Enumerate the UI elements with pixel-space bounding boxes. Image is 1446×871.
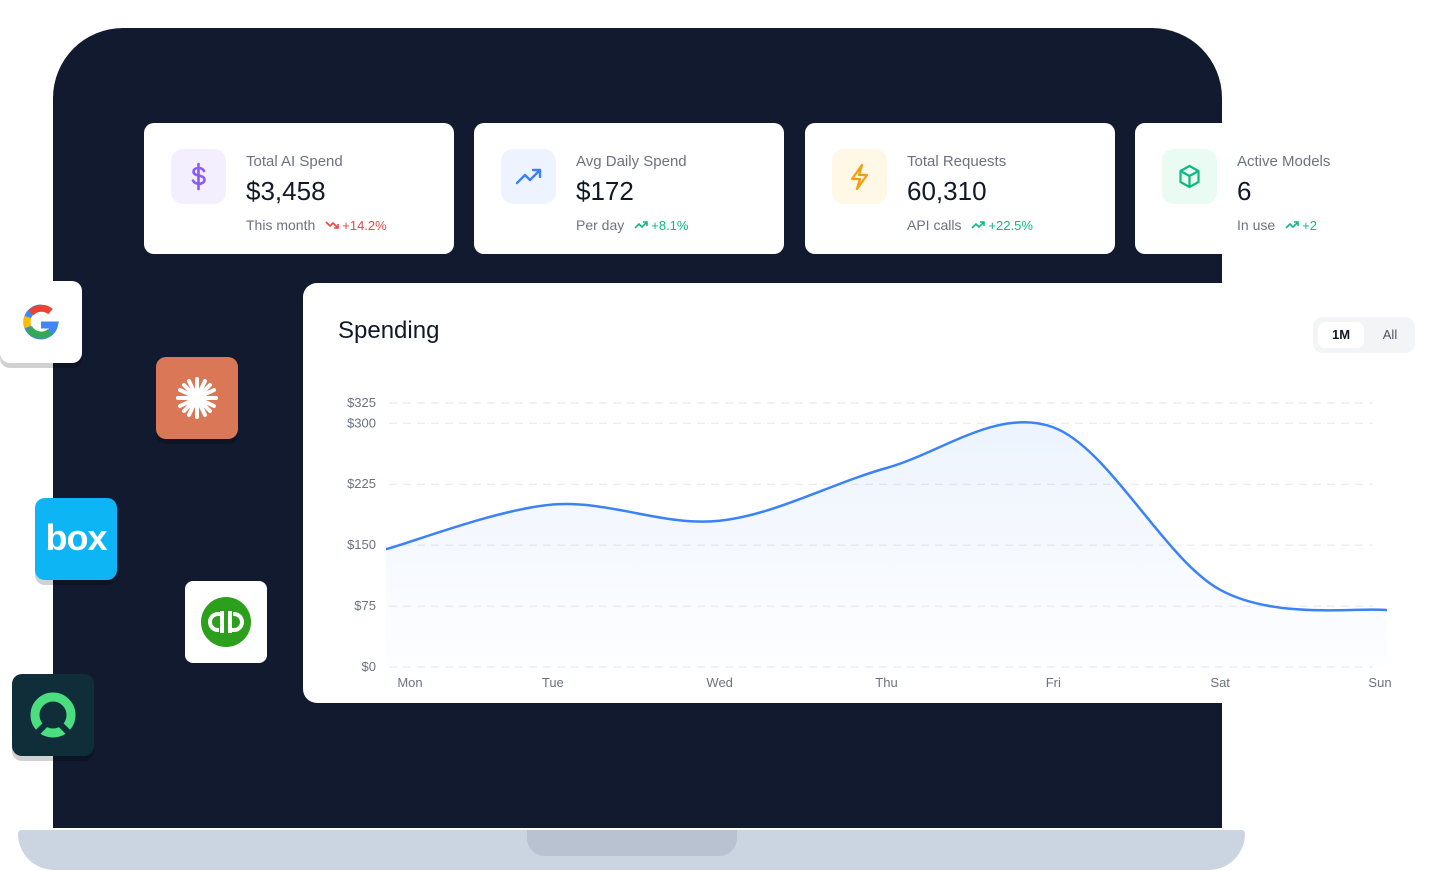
icon [832, 149, 887, 204]
card-value: $172 [576, 176, 634, 206]
change: +22.5% [971, 217, 1033, 233]
toggle-option[interactable]: 1M [1318, 322, 1364, 348]
card-sub-text: In use [1237, 217, 1276, 233]
change-text: +8.1% [651, 217, 689, 233]
y-tick-label: $325 [347, 395, 376, 410]
card-sub-text: This month [246, 217, 316, 233]
quickbooks-logo [185, 581, 267, 663]
card-label: Active Models [1237, 153, 1331, 170]
toggle-option[interactable]: All [1382, 327, 1398, 342]
card-value: 6 [1237, 176, 1252, 206]
card-sub: This month +14.2% [246, 217, 387, 233]
y-tick-label: $150 [347, 537, 376, 552]
icon [501, 149, 556, 204]
chart-title: Spending [338, 317, 439, 344]
laptop-notch [527, 830, 737, 856]
y-tick-label: $75 [354, 598, 376, 613]
card-label: Total AI Spend [246, 153, 343, 170]
claude-logo [156, 357, 238, 439]
change: +2 [1285, 218, 1317, 233]
x-tick-label: Fri [1046, 675, 1061, 690]
card-sub-text: Per day [576, 217, 625, 233]
y-tick-label: $300 [347, 415, 376, 430]
change-text: +22.5% [988, 217, 1033, 233]
x-tick-label: Mon [397, 675, 422, 690]
card-sub: In use +2 [1237, 217, 1317, 233]
app-logo [12, 674, 94, 756]
y-tick-label: $225 [347, 476, 376, 491]
stat-card: Total Requests 60,310 API calls +22.5% [805, 123, 1115, 254]
google-logo [0, 281, 82, 363]
card-sub-text: API calls [907, 217, 962, 233]
chart-card: 1M All Spending $0 $75 $150 $225 $300 $325 Mon… [303, 283, 1423, 703]
icon [171, 149, 226, 204]
card-label: Total Requests [907, 153, 1007, 170]
stat-card: Total AI Spend $3,458 This month +14.2% [144, 123, 454, 254]
stat-card: Active Models 6 In use +2 [1135, 123, 1445, 254]
y-tick-label: $0 [362, 659, 376, 674]
change: +8.1% [634, 218, 688, 233]
line [385, 421, 1388, 612]
card-sub: API calls +22.5% [907, 217, 1033, 233]
card-value: 60,310 [907, 176, 987, 206]
change-text: +14.2% [342, 217, 387, 233]
card-sub: Per day +8.1% [576, 217, 688, 233]
card-value: $3,458 [246, 176, 326, 206]
area [386, 422, 1387, 667]
change: +14.2% [325, 217, 387, 233]
x-tick-label: Sun [1368, 675, 1391, 690]
x-tick-label: Thu [875, 675, 897, 690]
x-tick-label: Wed [706, 675, 733, 690]
icon [1162, 149, 1217, 204]
x-tick-label: Tue [542, 675, 564, 690]
stat-card: Avg Daily Spend $172 Per day +8.1% [474, 123, 784, 254]
chart: Spending $0 $75 $150 $225 $300 $325 Mon Tue Wed T… [338, 317, 1392, 690]
x-tick-label: Sat [1210, 675, 1230, 690]
box-logo: box [35, 498, 117, 580]
box-text: box [45, 517, 107, 558]
change-text: +2 [1302, 217, 1317, 233]
range-toggle: 1M All [1313, 317, 1415, 353]
card-label: Avg Daily Spend [576, 153, 687, 170]
